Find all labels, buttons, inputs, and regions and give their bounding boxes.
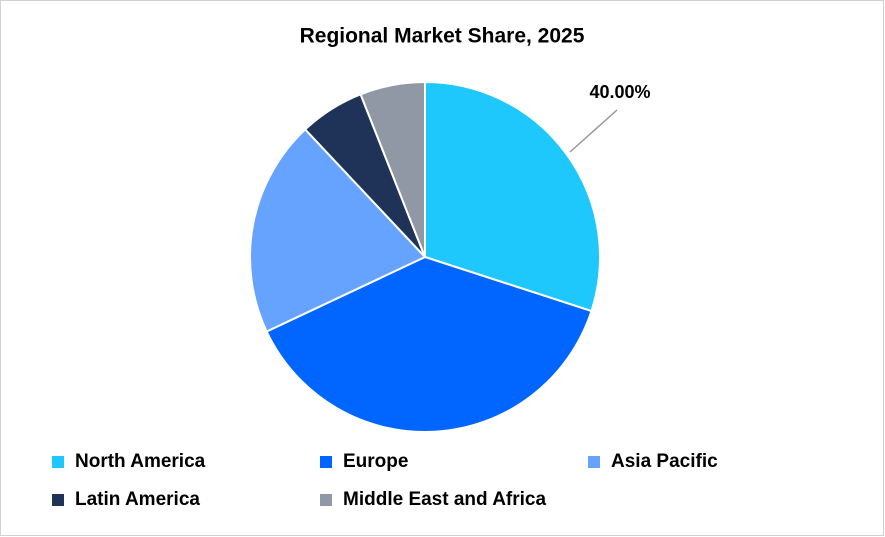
annotation: 40.00%: [589, 82, 650, 102]
pie-slice: [249, 128, 427, 333]
legend-label: Asia Pacific: [611, 451, 718, 472]
pie-slice: [265, 255, 593, 433]
legend-swatch: [52, 494, 64, 506]
legend-swatch: [52, 456, 64, 468]
legend-label: Latin America: [75, 489, 200, 510]
legend-swatch: [320, 494, 332, 506]
pie-slice: [359, 80, 426, 258]
legend-swatch: [320, 456, 332, 468]
leader-line: [569, 109, 618, 153]
pie-slice: [424, 80, 601, 313]
chart-title: Regional Market Share, 2025: [300, 25, 585, 48]
legend-label: Middle East and Africa: [343, 489, 546, 510]
legend-label: North America: [75, 451, 206, 472]
legend-label: Europe: [343, 451, 408, 472]
legend-swatch: [588, 456, 600, 468]
